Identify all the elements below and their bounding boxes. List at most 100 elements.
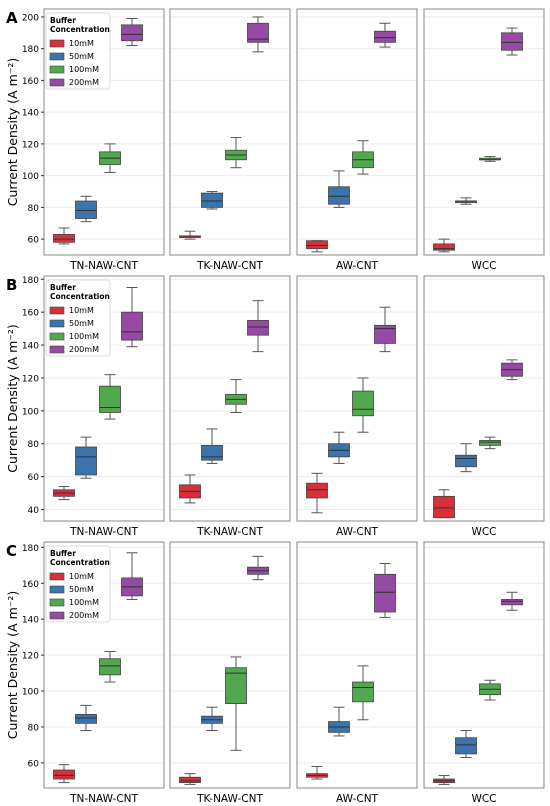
box-10mm [179, 230, 201, 240]
y-tick-label: 160 [22, 77, 39, 87]
box-10mm [306, 472, 328, 514]
facet-wcc: WCC [423, 275, 545, 538]
panel-label: B [6, 276, 17, 294]
chart-panel-c: C Current Density (A m⁻²) TN-NAW-CNT TK-NAW… [5, 541, 545, 805]
legend-entry: 100mM [69, 598, 99, 607]
x-category-label: TK-NAW-CNT [196, 793, 263, 805]
chart-panel-b: B Current Density (A m⁻²) TN-NAW-CNT TK-NAW… [5, 275, 545, 538]
y-tick-label: 80 [28, 723, 40, 733]
facet-frame [169, 8, 291, 256]
box-10mm [306, 240, 328, 253]
box-body [501, 32, 523, 51]
box-100mm [352, 665, 374, 721]
legend-swatch [49, 332, 65, 341]
legend-entry: 200mM [69, 611, 99, 620]
box-200mm [121, 18, 143, 47]
legend-title: Buffer [50, 549, 76, 558]
facet-frame [43, 541, 165, 789]
legend-title: Concentration [50, 25, 110, 34]
box-10mm [179, 474, 201, 504]
x-category-label: TN-NAW-CNT [69, 260, 138, 272]
x-category-label: TK-NAW-CNT [196, 526, 263, 538]
y-tick-label: 180 [22, 45, 39, 55]
box-body [225, 667, 247, 705]
facet-frame [169, 541, 291, 789]
legend-entry: 100mM [69, 65, 99, 74]
box-200mm [247, 16, 269, 53]
y-tick-label: 60 [28, 473, 40, 483]
facet-frame [296, 275, 418, 522]
box-body [247, 22, 269, 43]
box-body [179, 776, 201, 784]
box-50mm [455, 443, 477, 473]
y-tick-label: 60 [28, 236, 40, 246]
box-100mm [225, 656, 247, 751]
box-50mm [455, 730, 477, 758]
box-body [455, 454, 477, 468]
box-200mm [501, 591, 523, 611]
box-200mm [374, 563, 396, 618]
box-body [455, 737, 477, 755]
y-tick-label: 140 [22, 616, 39, 626]
box-body [121, 24, 143, 42]
facet-frame [43, 8, 165, 256]
x-category-label: TK-NAW-CNT [196, 260, 263, 272]
box-10mm [433, 774, 455, 785]
box-200mm [121, 287, 143, 348]
y-tick-label: 100 [22, 172, 39, 182]
legend-swatch [49, 39, 65, 48]
facet-tk-naw-cnt: TK-NAW-CNT [169, 275, 291, 538]
y-tick-label: 160 [22, 580, 39, 590]
y-tick-label: 100 [22, 407, 39, 417]
box-100mm [352, 377, 374, 433]
facet-tk-naw-cnt: TK-NAW-CNT [169, 541, 291, 805]
box-50mm [328, 170, 350, 208]
facet-frame [43, 275, 165, 522]
legend-swatch [49, 585, 65, 594]
box-10mm [53, 485, 75, 501]
box-100mm [99, 374, 121, 420]
box-body [352, 390, 374, 417]
box-100mm [479, 436, 501, 450]
legend-swatch [49, 598, 65, 607]
box-200mm [121, 552, 143, 600]
legend-swatch [49, 52, 65, 61]
box-100mm [225, 379, 247, 413]
legend-entry: 50mM [69, 52, 94, 61]
facet-frame [296, 8, 418, 256]
box-body [201, 192, 223, 208]
legend-swatch [49, 306, 65, 315]
box-100mm [99, 143, 121, 173]
box-body [352, 681, 374, 703]
box-body [479, 440, 501, 446]
box-200mm [501, 27, 523, 56]
box-50mm [75, 195, 97, 223]
box-50mm [328, 706, 350, 737]
facet-tk-naw-cnt: TK-NAW-CNT [169, 8, 291, 272]
legend-title: Buffer [50, 16, 76, 25]
box-50mm [201, 706, 223, 732]
legend-entry: 200mM [69, 78, 99, 87]
box-body [201, 444, 223, 461]
box-body [247, 319, 269, 336]
box-body [328, 186, 350, 205]
box-200mm [374, 306, 396, 353]
box-50mm [75, 704, 97, 732]
facet-aw-cnt: AW-CNT [296, 275, 418, 538]
legend-entry: 100mM [69, 332, 99, 341]
x-category-label: AW-CNT [336, 526, 379, 538]
box-100mm [225, 137, 247, 169]
box-body [75, 713, 97, 724]
legend-swatch [49, 319, 65, 328]
box-200mm [374, 22, 396, 48]
y-tick-label: 180 [22, 276, 39, 286]
box-body [306, 240, 328, 250]
box-10mm [179, 773, 201, 785]
box-10mm [306, 765, 328, 780]
box-50mm [328, 431, 350, 464]
box-body [53, 233, 75, 243]
legend-swatch [49, 65, 65, 74]
box-50mm [75, 436, 97, 479]
y-tick-label: 200 [22, 13, 39, 23]
